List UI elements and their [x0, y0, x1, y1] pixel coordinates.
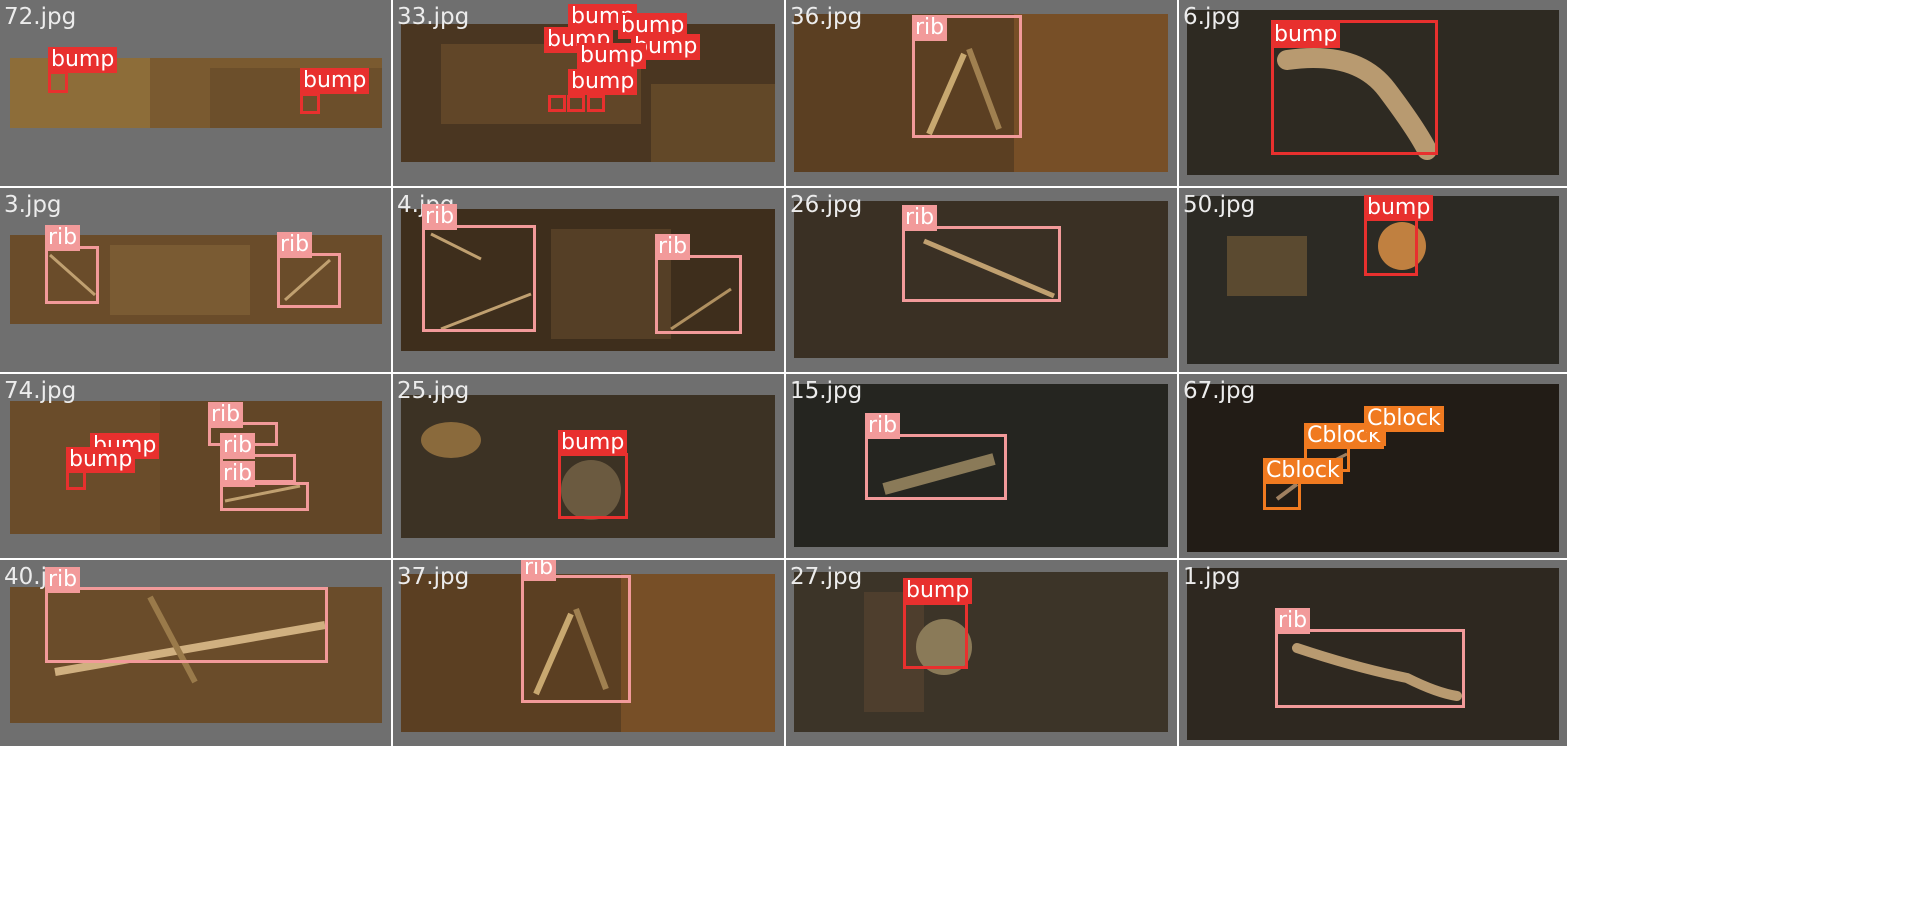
detection-label: Cblock	[1263, 458, 1343, 484]
detection-label: rib	[655, 234, 691, 260]
detection-label: bump	[1271, 22, 1341, 48]
grid-cell: 4.jpg rib rib	[393, 188, 784, 372]
rib-box	[902, 226, 1061, 302]
defect-photo	[794, 572, 1168, 732]
detection-label: rib	[1275, 608, 1311, 634]
detection-label: rib	[902, 205, 938, 231]
rib-box	[45, 246, 99, 304]
detection-label: bump	[903, 578, 973, 604]
grid-cell: 50.jpg bump	[1179, 188, 1567, 372]
bump-box	[1271, 20, 1438, 155]
rib-box	[1275, 629, 1465, 708]
grid-cell: 27.jpg bump	[786, 560, 1177, 746]
detection-label: rib	[220, 461, 256, 487]
bump-box	[48, 71, 68, 93]
detection-label: rib	[208, 402, 244, 428]
file-name: 6.jpg	[1183, 4, 1241, 30]
rib-box	[277, 253, 341, 308]
grid-cell: 6.jpg bump	[1179, 0, 1567, 186]
detection-label: Cblock	[1364, 406, 1444, 432]
file-name: 25.jpg	[397, 378, 470, 404]
bump-box	[1364, 216, 1418, 276]
rib-box	[655, 255, 742, 334]
grid-cell: 67.jpg Cblock Cblock Cblock	[1179, 374, 1567, 558]
detection-label: rib	[45, 567, 81, 593]
file-name: 50.jpg	[1183, 192, 1256, 218]
grid-cell: 72.jpg bump bump	[0, 0, 391, 186]
detection-label: rib	[45, 225, 81, 251]
defect-photo	[794, 14, 1168, 172]
defect-photo	[1187, 10, 1559, 175]
grid-cell: 26.jpg rib	[786, 188, 1177, 372]
defect-photo	[794, 384, 1168, 547]
file-name: 33.jpg	[397, 4, 470, 30]
grid-cell: 33.jpg bump bump bump bump bump bump	[393, 0, 784, 186]
detection-label: bump	[568, 69, 638, 95]
bump-box	[587, 95, 605, 112]
file-name: 67.jpg	[1183, 378, 1256, 404]
defect-photo	[401, 395, 775, 538]
file-name: 36.jpg	[790, 4, 863, 30]
defect-photo	[10, 587, 382, 723]
bump-box	[903, 602, 968, 669]
detection-label: bump	[48, 47, 118, 73]
file-name: 3.jpg	[4, 192, 62, 218]
detection-label: bump	[1364, 195, 1434, 221]
file-name: 37.jpg	[397, 564, 470, 590]
grid-cell: 15.jpg rib	[786, 374, 1177, 558]
grid-cell: 40.jpg rib	[0, 560, 391, 746]
grid-cell: 25.jpg bump	[393, 374, 784, 558]
grid-cell: 1.jpg rib	[1179, 560, 1567, 746]
rib-box	[45, 587, 328, 663]
detection-label: rib	[521, 560, 557, 581]
bump-box	[558, 453, 628, 519]
grid-cell: 3.jpg rib rib	[0, 188, 391, 372]
defect-photo	[1187, 196, 1559, 364]
rib-box	[422, 225, 536, 332]
rib-box	[865, 434, 1007, 500]
file-name: 27.jpg	[790, 564, 863, 590]
detection-label: bump	[577, 43, 647, 69]
rib-box	[220, 482, 309, 511]
file-name: 74.jpg	[4, 378, 77, 404]
defect-photo	[401, 209, 775, 351]
detection-label: rib	[422, 204, 458, 230]
file-name: 15.jpg	[790, 378, 863, 404]
bump-box	[567, 95, 585, 112]
defect-photo	[1187, 568, 1559, 740]
detection-label: bump	[558, 430, 628, 456]
grid-cell: 36.jpg rib	[786, 0, 1177, 186]
grid-cell: 37.jpg rib	[393, 560, 784, 746]
bump-box	[548, 95, 566, 112]
file-name: 72.jpg	[4, 4, 77, 30]
detection-label: rib	[865, 413, 901, 439]
bump-box	[300, 93, 320, 114]
detection-label: bump	[66, 447, 136, 473]
file-name: 1.jpg	[1183, 564, 1241, 590]
file-name: 26.jpg	[790, 192, 863, 218]
bump-box	[66, 470, 86, 490]
rib-box	[912, 15, 1022, 138]
detection-label: rib	[220, 433, 256, 459]
grid-cell: 74.jpg bump bump rib rib rib	[0, 374, 391, 558]
rib-box	[521, 575, 631, 703]
detection-label: rib	[912, 15, 948, 41]
detection-label: bump	[300, 68, 370, 94]
defect-photo	[401, 574, 775, 732]
detection-label: rib	[277, 232, 313, 258]
